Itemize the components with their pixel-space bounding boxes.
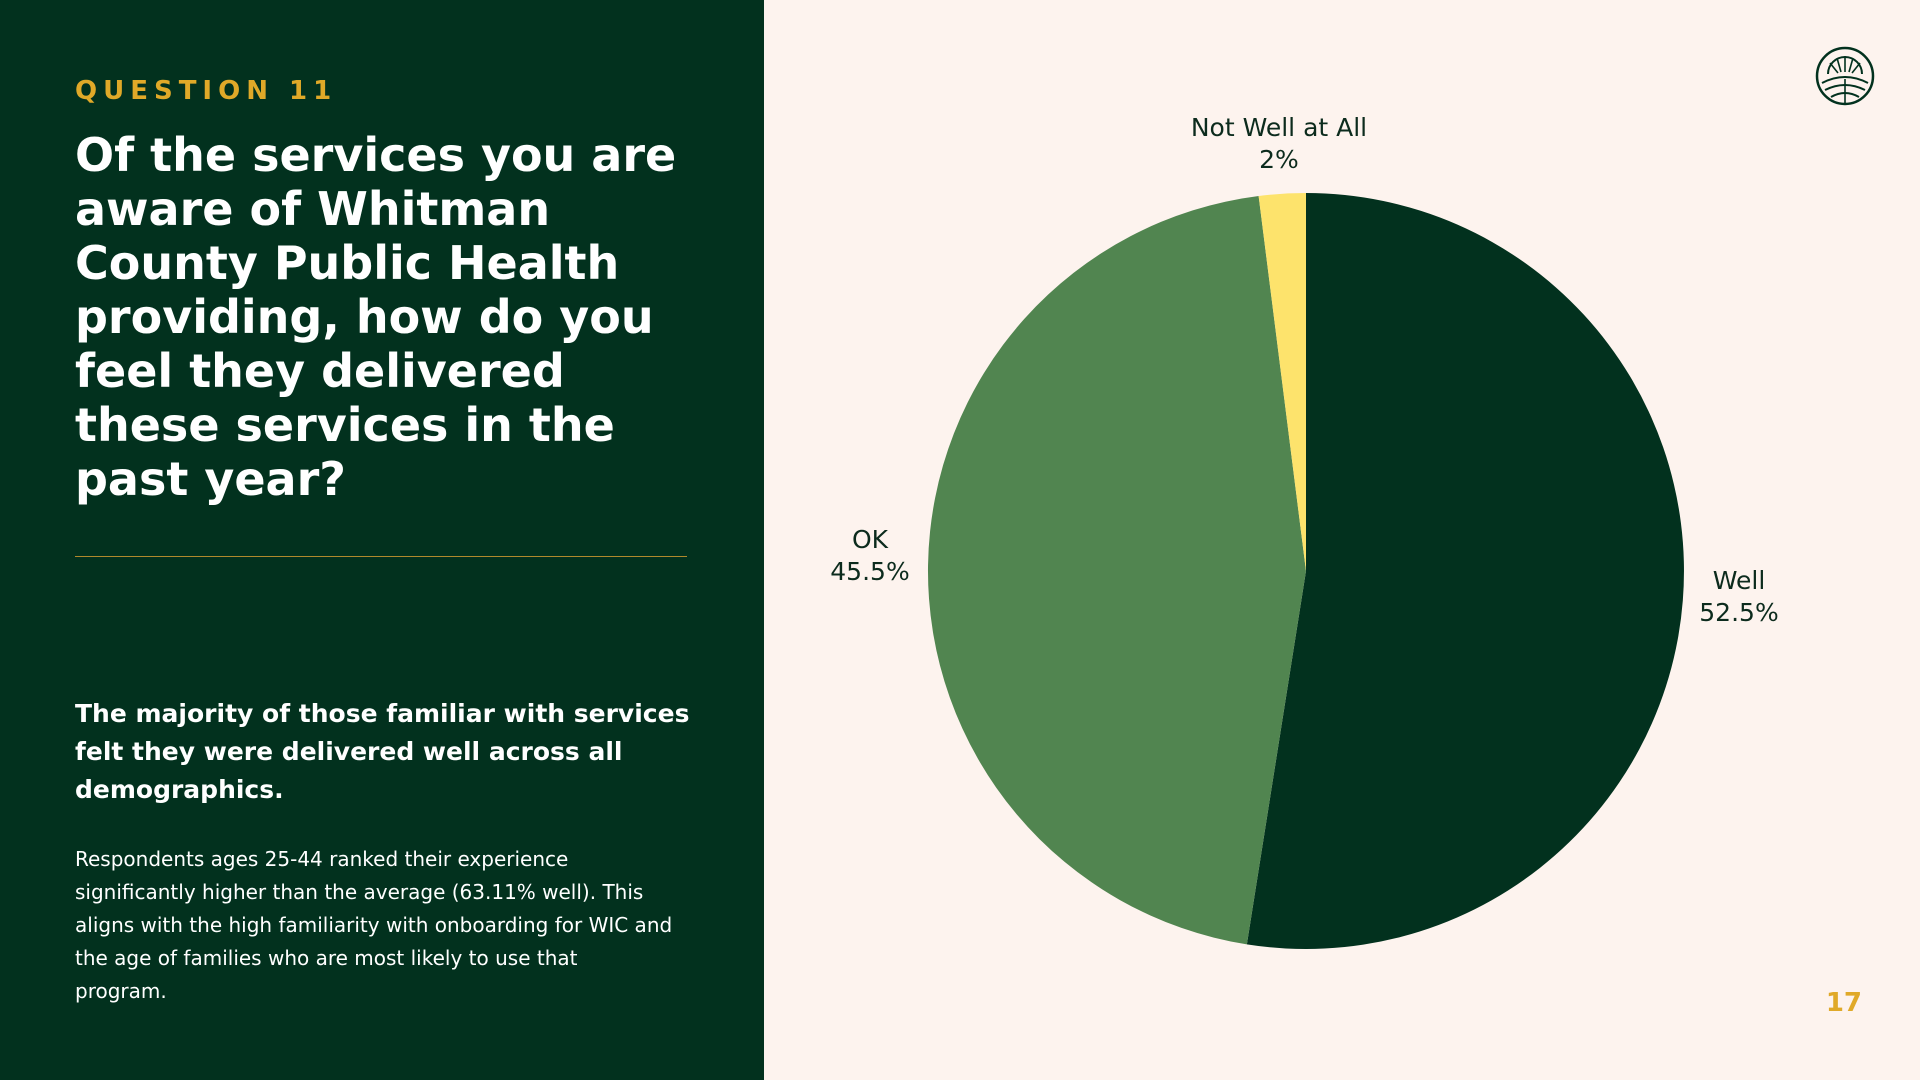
- slice-label-ok: OK 45.5%: [830, 525, 909, 586]
- divider: [75, 556, 687, 557]
- pie-slice-ok: [927, 195, 1306, 945]
- pie-chart: Well 52.5% OK 45.5% Not Well at All 2%: [830, 113, 1779, 949]
- question-title: Of the services you are aware of Whitman…: [75, 128, 677, 506]
- body-text: Respondents ages 25-44 ranked their expe…: [75, 847, 673, 1003]
- slice-category-label: Well: [1713, 566, 1766, 595]
- slice-value-label: 45.5%: [830, 557, 909, 586]
- pie-labels: Well 52.5% OK 45.5% Not Well at All 2%: [830, 113, 1778, 627]
- key-finding: The majority of those familiar with serv…: [75, 699, 690, 804]
- sun-over-fields-logo-icon: [1815, 46, 1875, 106]
- question-number: QUESTION 11: [75, 76, 338, 106]
- left-panel: QUESTION 11 Of the services you are awar…: [0, 0, 764, 1080]
- pie-slice-well: [1246, 193, 1684, 949]
- pie-slice-not-well-at-all: [1258, 193, 1306, 571]
- pie-slices: [927, 193, 1684, 949]
- slice-value-label: 52.5%: [1699, 598, 1778, 627]
- slice-label-not-well-at-all: Not Well at All 2%: [1191, 113, 1367, 174]
- page-number: 17: [1825, 988, 1862, 1018]
- slice-label-well: Well 52.5%: [1699, 566, 1778, 627]
- slice-category-label: Not Well at All: [1191, 113, 1367, 142]
- slice-category-label: OK: [852, 525, 889, 554]
- slice-value-label: 2%: [1259, 145, 1299, 174]
